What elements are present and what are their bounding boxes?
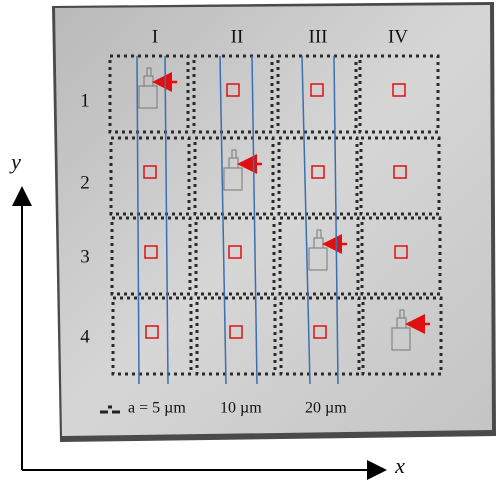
scale-label: 20 µm [305, 400, 347, 417]
column-label: II [231, 26, 244, 47]
row-label: 2 [80, 172, 90, 193]
column-label: I [152, 26, 158, 47]
row-label: 1 [80, 90, 90, 111]
row-label: 4 [80, 326, 90, 347]
figure: I II III IV 1 2 3 4 a = 5 µm 10 µm 20 µm… [0, 0, 498, 491]
column-label: III [309, 26, 328, 47]
column-label: IV [388, 26, 408, 47]
scale-label: a = 5 µm [128, 400, 186, 417]
x-axis-label: x [394, 453, 405, 478]
y-axis-label: y [9, 149, 21, 174]
scale-label: 10 µm [220, 400, 262, 417]
row-label: 3 [80, 246, 90, 267]
